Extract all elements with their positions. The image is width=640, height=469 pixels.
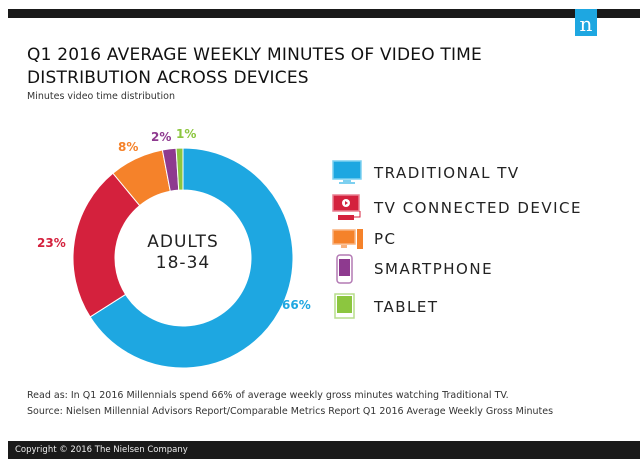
center-label-line-1: ADULTS (147, 232, 219, 252)
legend-label: SMARTPHONE (374, 260, 494, 278)
donut-slice-tablet (175, 147, 184, 191)
data-label-smartphone: 2% (151, 130, 172, 144)
nielsen-logo: n (575, 9, 597, 36)
donut-slice-traditional-tv (89, 147, 294, 369)
chart-title: Q1 2016 AVERAGE WEEKLY MINUTES OF VIDEO … (27, 45, 482, 88)
legend-item-tv-connected-device: TV CONNECTED DEVICE (332, 194, 632, 222)
data-label-pc: 8% (118, 140, 139, 154)
source-note: Source: Nielsen Millennial Advisors Repo… (27, 406, 554, 417)
top-bar (8, 9, 640, 18)
smartphone-icon (336, 254, 353, 284)
data-label-tv-connected-device: 23% (37, 236, 66, 250)
legend-item-smartphone: SMARTPHONE (332, 254, 632, 284)
legend-item-traditional-tv: TRADITIONAL TV (332, 160, 632, 186)
data-label-traditional-tv: 66% (282, 298, 311, 312)
tv-icon (332, 160, 362, 184)
pc-icon (332, 229, 363, 249)
chart-subtitle: Minutes video time distribution (27, 91, 176, 102)
center-label-line-2: 18-34 (155, 253, 211, 273)
footer-copyright: Copyright © 2016 The Nielsen Company (8, 441, 640, 459)
read-as-note: Read as: In Q1 2016 Millennials spend 66… (27, 390, 509, 401)
tablet-icon (334, 293, 355, 319)
legend-item-tablet: TABLET (332, 293, 632, 321)
legend-item-pc: PC (332, 228, 632, 250)
donut-center-label: ADULTS 18-34 (123, 232, 243, 274)
legend-label: TV CONNECTED DEVICE (374, 199, 582, 217)
data-label-tablet: 1% (176, 127, 197, 141)
tv-connected-device-icon (332, 194, 361, 220)
legend-label: TRADITIONAL TV (374, 164, 520, 182)
legend-label: TABLET (374, 298, 439, 316)
legend-label: PC (374, 230, 397, 248)
